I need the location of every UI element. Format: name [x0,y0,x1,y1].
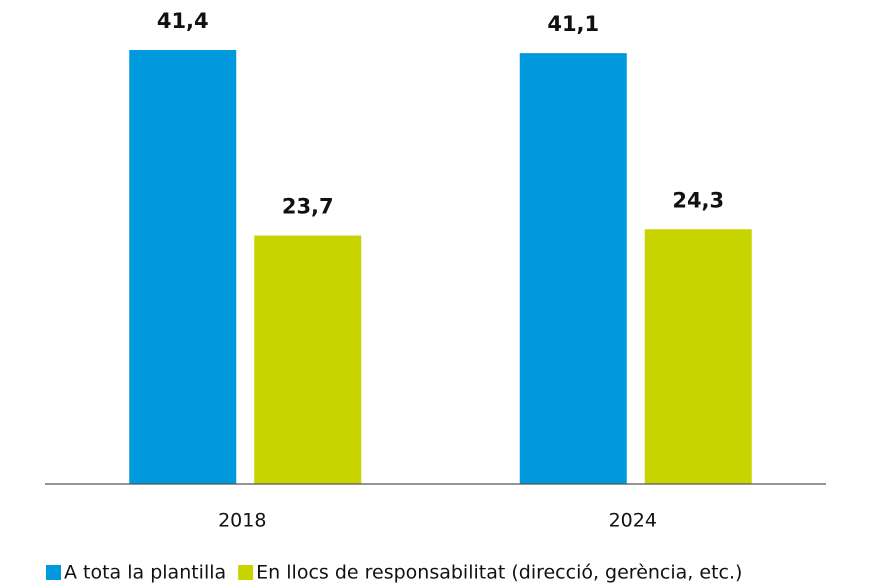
bar [519,53,627,484]
value-label: 23,7 [282,195,334,219]
value-label: 41,4 [157,9,209,33]
x-tick-label: 2024 [609,510,657,532]
value-label: 24,3 [672,188,724,212]
bar [254,235,362,484]
x-tick-label: 2018 [218,510,266,532]
legend-swatch [238,565,254,580]
legend-label: En llocs de responsabilitat (direcció, g… [256,562,742,584]
value-label: 41,1 [547,12,599,36]
legend-label: A tota la plantilla [64,562,226,584]
bar [129,50,237,484]
bar [644,229,752,484]
legend-swatch [46,565,61,580]
